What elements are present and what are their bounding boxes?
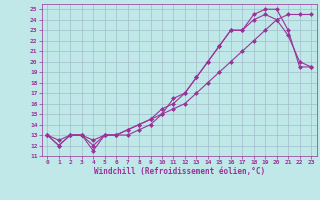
X-axis label: Windchill (Refroidissement éolien,°C): Windchill (Refroidissement éolien,°C)	[94, 167, 265, 176]
